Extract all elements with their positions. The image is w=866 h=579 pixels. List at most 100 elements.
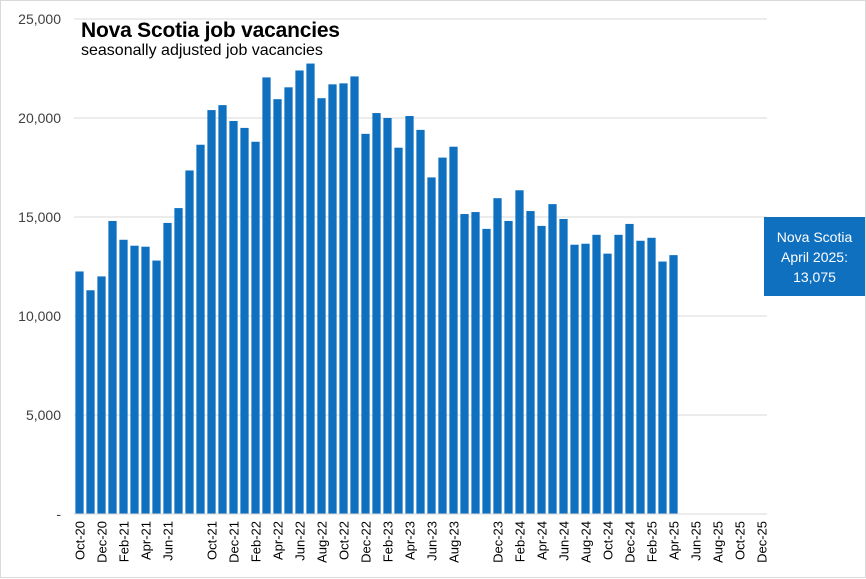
x-tick-label: Feb-23 xyxy=(381,521,396,562)
x-tick-label: Aug-22 xyxy=(315,521,330,563)
x-tick-label: Feb-25 xyxy=(645,521,660,562)
bar-dec-24 xyxy=(625,223,634,514)
x-tick-label: Jun-24 xyxy=(557,521,572,561)
x-tick-label: Apr-23 xyxy=(403,521,418,560)
y-tick-label: - xyxy=(56,506,61,522)
bar-jun-22 xyxy=(295,70,304,514)
bar-nov-24 xyxy=(614,234,623,514)
bar-apr-21 xyxy=(141,246,150,514)
bar-mar-21 xyxy=(130,245,139,514)
x-tick-label: Apr-21 xyxy=(139,521,154,560)
bar-oct-23 xyxy=(471,212,480,515)
bar-dec-20 xyxy=(97,276,106,514)
bar-dec-23 xyxy=(493,198,502,514)
x-tick-label: Aug-23 xyxy=(447,521,462,563)
bar-jan-22 xyxy=(240,127,249,515)
bar-jan-25 xyxy=(636,240,645,514)
x-tick-label: Oct-24 xyxy=(601,521,616,560)
bar-apr-25 xyxy=(669,255,678,514)
bar-mar-24 xyxy=(526,211,535,514)
x-tick-label: Dec-24 xyxy=(623,521,638,563)
bar-aug-24 xyxy=(581,243,590,515)
bar-sep-22 xyxy=(328,84,337,514)
bar-sep-21 xyxy=(196,144,205,515)
bar-may-24 xyxy=(548,204,557,514)
bar-jul-23 xyxy=(438,157,447,514)
bar-sep-24 xyxy=(592,234,601,514)
y-tick-label: 10,000 xyxy=(18,308,61,324)
bar-jun-21 xyxy=(163,222,172,514)
bar-nov-21 xyxy=(218,105,227,514)
callout-line-date: April 2025: xyxy=(781,248,848,265)
bar-feb-24 xyxy=(515,190,524,514)
bar-nov-22 xyxy=(350,76,359,515)
bar-jan-23 xyxy=(372,113,381,515)
x-tick-label: Dec-20 xyxy=(95,521,110,563)
x-tick-label: Oct-21 xyxy=(205,521,220,560)
bar-jan-21 xyxy=(108,220,117,514)
latest-value-callout: Nova Scotia April 2025: 13,075 xyxy=(764,217,865,296)
y-tick-label: 5,000 xyxy=(26,407,61,423)
x-tick-label: Oct-25 xyxy=(733,521,748,560)
bar-oct-24 xyxy=(603,253,612,514)
bar-may-22 xyxy=(284,87,293,514)
chart-subtitle: seasonally adjusted job vacancies xyxy=(81,42,323,59)
x-tick-label: Feb-21 xyxy=(117,521,132,562)
bar-aug-21 xyxy=(185,170,194,514)
bar-jan-24 xyxy=(504,220,513,514)
y-tick-label: 25,000 xyxy=(18,11,61,27)
bar-mar-23 xyxy=(394,147,403,514)
y-axis-ticks: - 5,000 10,000 15,000 20,000 25,000 xyxy=(18,11,61,522)
bar-nov-20 xyxy=(86,290,95,514)
bar-mar-22 xyxy=(262,77,271,514)
x-tick-label: Jun-25 xyxy=(689,521,704,561)
bar-jun-23 xyxy=(427,177,436,514)
bar-feb-21 xyxy=(119,239,128,514)
x-tick-label: Apr-22 xyxy=(271,521,286,560)
bar-dec-22 xyxy=(361,133,370,514)
x-tick-label: Apr-25 xyxy=(667,521,682,560)
callout-line-region: Nova Scotia xyxy=(776,228,853,245)
x-tick-label: Aug-24 xyxy=(579,521,594,563)
bar-aug-23 xyxy=(449,146,458,514)
x-axis-ticks: Oct-20 Dec-20 Feb-21 Apr-21 Jun-21 Oct-21 Dec-… xyxy=(73,521,770,563)
bar-oct-20 xyxy=(75,271,84,514)
x-tick-label: Dec-22 xyxy=(359,521,374,563)
y-tick-label: 20,000 xyxy=(18,110,61,126)
x-tick-label: Dec-23 xyxy=(491,521,506,563)
bars xyxy=(75,63,678,515)
bar-jul-22 xyxy=(306,63,315,515)
x-tick-label: Oct-20 xyxy=(73,521,88,560)
bar-may-23 xyxy=(416,129,425,514)
bar-jul-24 xyxy=(570,244,579,514)
bar-apr-24 xyxy=(537,225,546,514)
bar-sep-23 xyxy=(460,214,469,514)
bar-nov-23 xyxy=(482,228,491,514)
x-tick-label: Jun-21 xyxy=(161,521,176,561)
callout-line-value: 13,075 xyxy=(793,268,836,285)
x-tick-label: Feb-22 xyxy=(249,521,264,562)
bar-apr-23 xyxy=(405,116,414,515)
bar-jul-21 xyxy=(174,208,183,514)
x-tick-label: Feb-24 xyxy=(513,521,528,562)
bar-oct-22 xyxy=(339,83,348,514)
x-tick-label: Jun-23 xyxy=(425,521,440,561)
bar-apr-22 xyxy=(273,99,282,514)
x-tick-label: Dec-25 xyxy=(755,521,770,563)
y-tick-label: 15,000 xyxy=(18,209,61,225)
x-tick-label: Jun-22 xyxy=(293,521,308,561)
chart-title: Nova Scotia job vacancies xyxy=(81,19,340,42)
bar-jun-24 xyxy=(559,218,568,515)
x-tick-label: Oct-22 xyxy=(337,521,352,560)
bar-feb-22 xyxy=(251,141,260,514)
bar-feb-25 xyxy=(647,237,656,515)
bar-feb-23 xyxy=(383,118,392,514)
x-tick-label: Dec-21 xyxy=(227,521,242,563)
x-tick-label: Aug-25 xyxy=(711,521,726,563)
bar-mar-25 xyxy=(658,261,667,514)
bar-aug-22 xyxy=(317,98,326,514)
bar-oct-21 xyxy=(207,110,216,514)
bar-may-21 xyxy=(152,260,161,514)
